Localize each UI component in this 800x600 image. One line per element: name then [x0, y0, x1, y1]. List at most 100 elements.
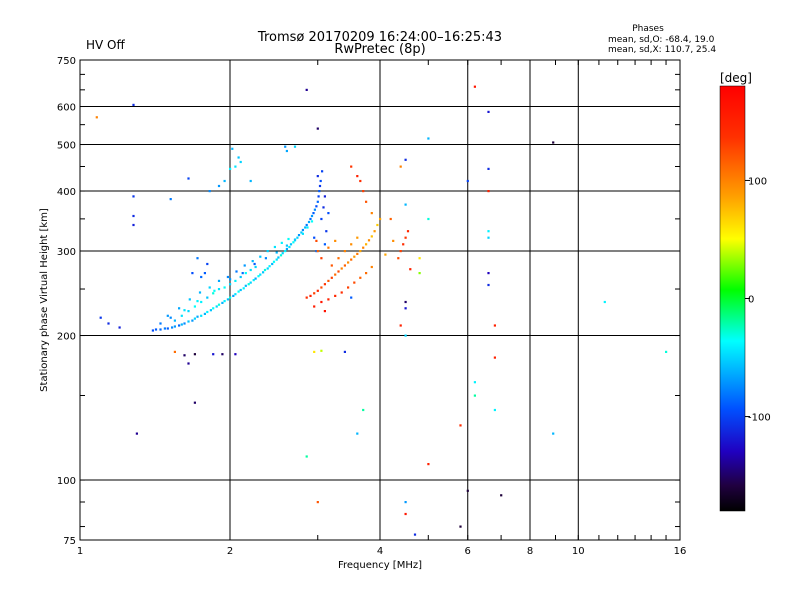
data-point — [466, 179, 469, 183]
data-point — [275, 258, 278, 261]
data-point — [237, 156, 240, 159]
data-point — [208, 190, 211, 193]
data-point — [223, 179, 226, 183]
data-point — [350, 296, 353, 299]
x-axis-ticks: 1 2 4 6 8 10 16 — [77, 60, 686, 557]
x-tick-label: 6 — [465, 546, 471, 557]
data-point — [330, 264, 333, 267]
data-point — [373, 230, 376, 233]
y-tick-label: 600 — [57, 103, 76, 114]
data-point — [362, 408, 365, 412]
data-point — [404, 512, 407, 516]
data-point — [193, 317, 196, 320]
data-point — [206, 296, 209, 299]
data-point — [234, 353, 237, 356]
data-point — [427, 217, 430, 221]
data-point — [315, 250, 318, 253]
data-point — [271, 262, 274, 266]
data-point — [323, 195, 326, 198]
data-point — [215, 305, 218, 308]
data-point — [310, 220, 314, 223]
data-point — [217, 288, 221, 291]
data-point — [288, 245, 291, 249]
data-point — [221, 353, 224, 356]
data-point — [297, 234, 301, 237]
data-point — [169, 316, 172, 319]
data-point — [309, 294, 312, 297]
data-point — [418, 257, 421, 260]
data-point — [263, 268, 267, 272]
y-tick-label: 200 — [57, 332, 76, 343]
data-point — [173, 319, 176, 322]
data-point — [343, 264, 346, 267]
data-point — [206, 310, 209, 314]
data-point — [459, 424, 462, 427]
data-point — [313, 305, 316, 308]
data-point — [284, 145, 287, 148]
phases-label: Phases — [632, 24, 664, 34]
data-point — [350, 165, 353, 168]
data-point — [402, 243, 405, 246]
data-point — [188, 298, 191, 301]
data-point — [159, 322, 162, 325]
data-point — [322, 206, 325, 209]
data-point — [273, 245, 276, 249]
data-point — [231, 147, 234, 150]
data-point — [327, 298, 330, 301]
data-point — [252, 279, 255, 282]
data-point — [239, 275, 242, 279]
data-point — [187, 310, 190, 313]
data-point — [418, 272, 421, 275]
hv-status-label: HV Off — [86, 38, 125, 52]
data-point — [320, 349, 323, 352]
data-point — [171, 326, 174, 329]
data-point — [552, 432, 555, 435]
x-tick-label: 4 — [377, 546, 383, 557]
data-point — [262, 271, 265, 274]
data-point — [196, 315, 199, 318]
data-point — [280, 241, 283, 244]
data-point — [316, 127, 319, 130]
data-point — [259, 255, 262, 258]
data-point — [370, 235, 373, 238]
data-point — [320, 286, 323, 289]
phase-stats-o: mean, sd,O: -68.4, 19.0 — [608, 35, 715, 45]
x-tick-label: 10 — [572, 546, 585, 557]
data-point — [180, 314, 183, 317]
data-point — [487, 230, 490, 233]
y-axis-label: Stationary phase Virtual Height [km] — [39, 208, 50, 392]
data-point — [183, 322, 186, 325]
data-point — [384, 253, 387, 256]
data-point — [327, 279, 330, 282]
data-point — [370, 212, 373, 215]
data-point — [132, 214, 135, 218]
data-point — [356, 175, 359, 178]
data-point — [257, 275, 260, 278]
data-point — [183, 309, 186, 312]
data-point — [323, 283, 326, 286]
data-point — [285, 244, 288, 247]
data-point — [243, 264, 246, 267]
data-point — [223, 286, 226, 289]
data-point — [313, 236, 316, 239]
data-point — [242, 287, 245, 290]
data-point — [305, 296, 308, 299]
data-point — [187, 320, 190, 323]
data-point — [312, 212, 315, 215]
data-point — [317, 195, 320, 198]
x-axis-label: Frequency [MHz] — [338, 560, 422, 571]
data-point — [353, 281, 356, 284]
data-point — [221, 301, 224, 304]
data-point — [316, 250, 319, 253]
data-point — [254, 277, 257, 280]
data-point — [316, 289, 319, 292]
data-point — [226, 298, 229, 301]
data-point — [166, 327, 169, 330]
data-point — [404, 158, 407, 161]
data-point — [268, 265, 271, 268]
data-point — [313, 350, 316, 353]
data-point — [473, 394, 476, 397]
data-point — [337, 270, 340, 273]
data-point — [487, 167, 490, 170]
